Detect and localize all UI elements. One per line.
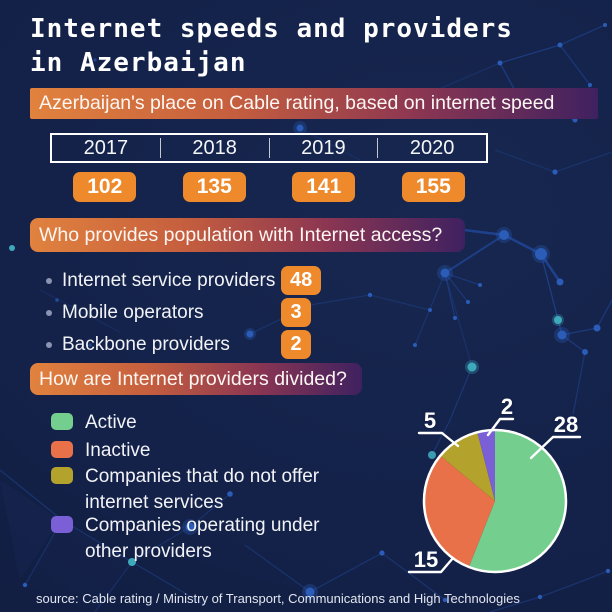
pie-leader-line-under-other: [486, 417, 515, 437]
page-title-line1: Internet speeds and providers: [30, 14, 513, 44]
year-divider: [159, 138, 161, 158]
pie-slices-group: [423, 430, 566, 572]
pie-value-label-active: 28: [554, 412, 578, 437]
rating-value-badge: 155: [401, 172, 465, 202]
year-label-2019: 2019: [301, 136, 346, 159]
provider-row: Backbone providers: [46, 330, 230, 359]
provider-label: Internet service providers: [62, 269, 276, 291]
year-label-2018: 2018: [192, 136, 237, 159]
legend-item-active: Active: [51, 410, 137, 436]
pie-leader-line-active: [529, 435, 582, 460]
rating-value-badge: 102: [73, 172, 137, 202]
provider-label: Mobile operators: [62, 301, 204, 323]
provider-value-badge: 2: [281, 330, 311, 359]
rating-heading-banner: Azerbaijan's place on Cable rating, base…: [30, 88, 598, 119]
legend-swatch-active: [51, 413, 73, 430]
pie-value-label-no-services: 5: [424, 408, 436, 433]
legend-swatch-under-other-providers: [51, 516, 73, 533]
legend-label: Active: [85, 412, 137, 433]
pie-value-label-under-other: 2: [501, 394, 513, 419]
provider-row: Internet service providers: [46, 266, 275, 295]
pie-leader-line-no-services: [417, 431, 460, 448]
page-title-line2: in Azerbaijan: [30, 48, 247, 78]
pie-outline: [422, 428, 568, 574]
rating-heading-text: Azerbaijan's place on Cable rating, base…: [39, 92, 555, 114]
providers-heading-text: Who provides population with Internet ac…: [39, 223, 443, 246]
legend-item-under-other-providers: Companies operating under other provider…: [51, 513, 365, 565]
pie-slice-2: [440, 432, 495, 501]
pie-slice-1: [423, 455, 495, 568]
year-divider: [377, 138, 379, 158]
years-table: 2017 2018 2019 2020: [50, 133, 488, 163]
year-label-2020: 2020: [409, 136, 455, 159]
bullet-icon: [46, 277, 52, 284]
providers-heading-banner: Who provides population with Internet ac…: [30, 218, 465, 252]
pie-slice-3: [477, 430, 495, 501]
rating-value-badge: 135: [182, 172, 246, 202]
provider-label: Backbone providers: [62, 333, 230, 355]
source-text: source: Cable rating / Ministry of Trans…: [36, 591, 520, 606]
legend-label: Inactive: [85, 440, 151, 461]
division-heading-text: How are Internet providers divided?: [39, 367, 347, 390]
page-title: Internet speeds and providers in Azerbai…: [30, 12, 513, 80]
pie-value-label-inactive: 15: [414, 547, 438, 572]
rating-values-row: 102 135 141 155: [50, 172, 488, 202]
legend-label: Companies operating under other provider…: [85, 515, 320, 562]
division-heading-banner: How are Internet providers divided?: [30, 363, 362, 395]
provider-value-badge: 48: [281, 266, 322, 295]
legend-swatch-inactive: [51, 441, 73, 458]
legend-swatch-no-internet-services: [51, 467, 73, 484]
bullet-icon: [46, 341, 52, 348]
rating-value-badge: 141: [292, 172, 356, 202]
legend-label: Companies that do not offer internet ser…: [85, 466, 320, 513]
pie-leader-line-inactive: [407, 556, 455, 574]
bullet-icon: [46, 309, 52, 316]
year-divider: [268, 138, 270, 158]
provider-value-badge: 3: [281, 298, 311, 327]
legend-item-no-internet-services: Companies that do not offer internet ser…: [51, 464, 365, 516]
year-label-2017: 2017: [83, 136, 129, 159]
legend-item-inactive: Inactive: [51, 438, 150, 464]
pie-slice-0: [468, 430, 566, 572]
provider-row: Mobile operators: [46, 298, 204, 327]
